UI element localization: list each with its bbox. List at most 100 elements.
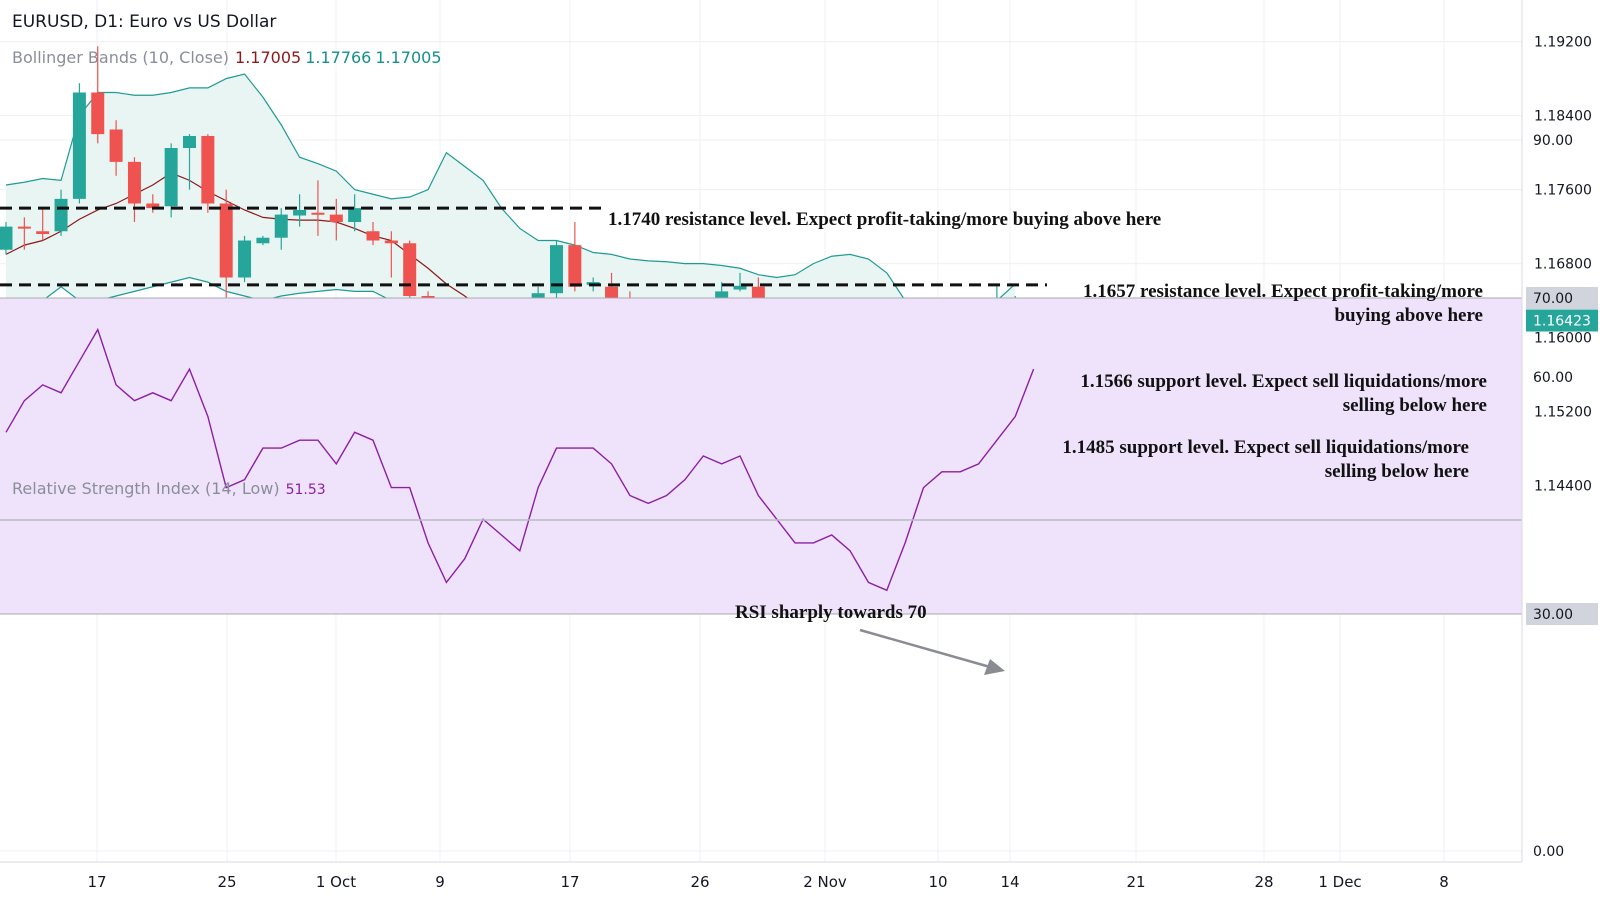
candle-9 (164, 143, 178, 218)
chart-title: EURUSD, D1: Euro vs US Dollar (12, 12, 277, 32)
candle-body-3 (54, 198, 68, 232)
x-tick-5: 26 (690, 873, 709, 891)
candle-5 (91, 46, 105, 144)
candle-15 (274, 208, 288, 250)
candle-body-8 (146, 203, 160, 209)
annotation-level-3-line1: 1.1566 support level. Expect sell liquid… (1080, 371, 1487, 392)
price-tick-6: 1.14400 (1534, 479, 1592, 495)
rsi-annotation: RSI sharply towards 70 (735, 602, 927, 623)
annotation-level-3: 1.1566 support level. Expect sell liquid… (1080, 370, 1487, 418)
price-tick-5: 1.15200 (1534, 405, 1592, 421)
annotation-level-4-line1: 1.1485 support level. Expect sell liquid… (1062, 437, 1469, 458)
x-tick-8: 14 (1000, 873, 1019, 891)
candle-0 (0, 222, 13, 255)
x-tick-12: 8 (1439, 873, 1449, 891)
rsi-arrow-shaft (859, 628, 991, 669)
candle-18 (329, 198, 343, 241)
annotation-level-2-line1: 1.1657 resistance level. Expect profit-t… (1083, 281, 1483, 302)
annotation-level-4: 1.1485 support level. Expect sell liquid… (1062, 436, 1469, 484)
rsi-tag-bg-3 (1526, 603, 1598, 625)
candle-body-13 (238, 240, 252, 278)
candle-40 (733, 272, 747, 292)
x-tick-11: 1 Dec (1318, 873, 1361, 891)
candle-14 (256, 235, 270, 246)
candle-body-7 (127, 161, 141, 204)
rsi-label: Relative Strength Index (14, Low) (12, 479, 280, 498)
candle-12 (219, 189, 233, 306)
annotation-level-2-line2: buying above here (1334, 305, 1483, 326)
bollinger-middle-value: 1.17005 (235, 48, 302, 67)
x-tick-7: 10 (928, 873, 947, 891)
candle-16 (293, 194, 307, 227)
rsi-tick-4: 0.00 (1533, 844, 1564, 860)
x-tick-4: 17 (560, 873, 579, 891)
annotation-level-3-line2: selling below here (1342, 395, 1487, 416)
rsi-zone (0, 298, 1522, 614)
rsi-tick-2: 60.00 (1533, 370, 1573, 386)
candle-body-15 (274, 214, 288, 238)
bollinger-fill (6, 74, 1016, 477)
bollinger-lower-value: 1.17005 (375, 48, 442, 67)
price-tick-1: 1.18400 (1534, 109, 1592, 125)
candle-body-17 (311, 212, 325, 215)
candle-13 (238, 235, 252, 283)
candle-30 (550, 240, 563, 301)
candle-8 (146, 194, 160, 213)
rsi-tick-1: 70.00 (1533, 291, 1573, 307)
candle-body-20 (366, 231, 380, 241)
price-tick-3: 1.16800 (1534, 257, 1592, 273)
bollinger-legend: Bollinger Bands (10, Close) 1.17005 1.1776… (12, 49, 442, 67)
candle-7 (127, 157, 141, 222)
candle-body-30 (550, 245, 563, 294)
annotation-level-4-line2: selling below here (1324, 461, 1469, 482)
candle-body-0 (0, 226, 13, 250)
rsi-legend: Relative Strength Index (14, Low) 51.53 (12, 480, 326, 499)
candle-4 (72, 83, 86, 204)
x-tick-9: 21 (1126, 873, 1145, 891)
annotation-level-1: 1.1740 resistance level. Expect profit-t… (608, 209, 1162, 230)
x-tick-2: 1 Oct (316, 873, 356, 891)
x-tick-10: 28 (1254, 873, 1273, 891)
candle-body-33 (605, 286, 619, 301)
rsi-value: 51.53 (285, 482, 326, 498)
candle-body-16 (293, 209, 307, 216)
rsi-tag-bg-1 (1526, 287, 1598, 309)
rsi-arrow-head (984, 659, 1005, 675)
bollinger-label: Bollinger Bands (10, Close) (12, 48, 230, 67)
candle-body-21 (384, 240, 398, 244)
price-tick-4: 1.16000 (1534, 331, 1592, 347)
candle-31 (568, 222, 582, 292)
candle-body-1 (17, 226, 31, 229)
candle-2 (36, 208, 50, 241)
candle-body-11 (201, 135, 215, 204)
candle-body-5 (91, 92, 105, 135)
candle-body-14 (256, 237, 270, 244)
candle-11 (201, 134, 215, 213)
candle-body-31 (568, 245, 582, 287)
x-tick-1: 25 (217, 873, 236, 891)
candle-1 (17, 217, 31, 250)
rsi-tick-3: 30.00 (1533, 607, 1573, 623)
candle-10 (183, 134, 196, 190)
bollinger-upper-value: 1.17766 (305, 48, 372, 67)
candle-19 (348, 194, 362, 232)
price-tick-2: 1.17600 (1534, 183, 1592, 199)
candle-body-19 (348, 208, 362, 222)
price-tag-1: 1.16423 (1533, 313, 1591, 329)
candle-20 (366, 222, 380, 246)
rsi-tick-0: 90.00 (1533, 133, 1573, 149)
candle-22 (403, 240, 417, 301)
candle-body-9 (164, 148, 178, 207)
candle-body-2 (36, 231, 50, 235)
bollinger-upper-line (5, 73, 1016, 343)
x-tick-6: 2 Nov (803, 873, 847, 891)
candle-17 (311, 180, 325, 236)
candle-body-18 (329, 214, 343, 222)
candle-body-22 (403, 243, 417, 296)
candle-6 (109, 120, 123, 176)
x-tick-3: 9 (435, 873, 445, 891)
annotation-level-2: 1.1657 resistance level. Expect profit-t… (1083, 280, 1483, 328)
